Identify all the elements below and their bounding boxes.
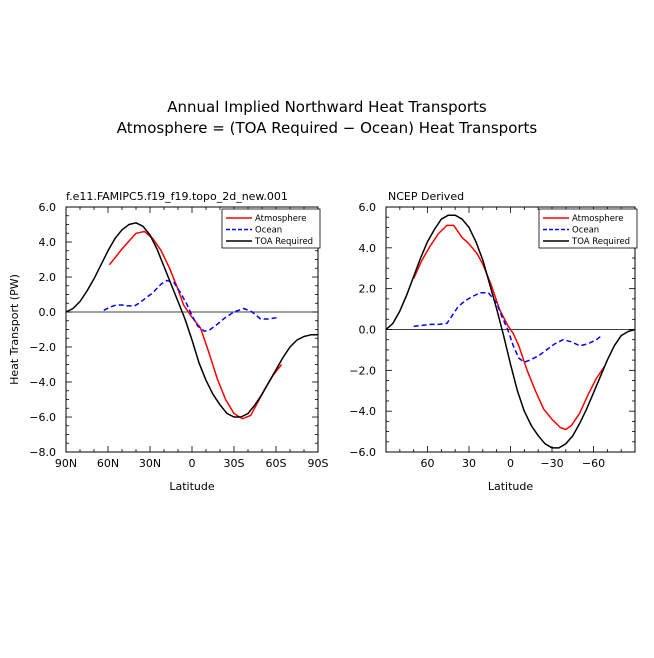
chart-subtitle: NCEP Derived xyxy=(388,190,464,203)
y-tick-label: −4.0 xyxy=(29,376,56,389)
x-tick-label: 60S xyxy=(266,457,287,470)
chart-subtitle: f.e11.FAMIPC5.f19_f19.topo_2d_new.001 xyxy=(66,190,288,203)
legend-label: Atmosphere xyxy=(255,214,306,224)
x-tick-label: −60 xyxy=(582,457,605,470)
legend-label: Ocean xyxy=(572,226,599,236)
x-tick-label: −30 xyxy=(540,457,563,470)
series-line-toa-required xyxy=(385,214,636,449)
legend-label: Ocean xyxy=(255,226,282,236)
right-chart-panel: NCEP Derived 60 30 0 −30 −60 6.0 4.0 2.0 0.0 −2.0 −… xyxy=(349,190,638,493)
left-chart-panel: f.e11.FAMIPC5.f19_f19.topo_2d_new.001 90N… xyxy=(8,190,329,493)
y-tick-label: 6.0 xyxy=(39,201,57,214)
figure-title-line2: Atmosphere = (TOA Required − Ocean) Heat… xyxy=(117,119,538,137)
series-line-toa-required xyxy=(65,222,318,418)
x-tick-label: 0 xyxy=(507,457,514,470)
x-axis-label: Latitude xyxy=(488,480,534,493)
y-tick-label: −4.0 xyxy=(349,405,376,418)
y-tick-label: −2.0 xyxy=(29,341,56,354)
y-tick-label: 6.0 xyxy=(359,201,377,214)
y-axis-label: Heat Transport (PW) xyxy=(8,274,21,385)
y-tick-label: 4.0 xyxy=(39,236,57,249)
legend-label: TOA Required xyxy=(254,237,313,247)
series-line-ocean xyxy=(103,279,279,333)
x-tick-label: 60N xyxy=(97,457,119,470)
y-tick-label: 2.0 xyxy=(39,271,57,284)
legend-label: TOA Required xyxy=(571,237,630,247)
y-tick-label: 2.0 xyxy=(359,283,377,296)
legend-label: Atmosphere xyxy=(572,214,623,224)
series-line-ocean xyxy=(413,292,603,363)
x-tick-label: 60 xyxy=(421,457,435,470)
x-tick-label: 30N xyxy=(139,457,161,470)
figure-title-line1: Annual Implied Northward Heat Transports xyxy=(167,98,487,116)
y-tick-label: −6.0 xyxy=(349,446,376,459)
x-tick-label: 0 xyxy=(189,457,196,470)
y-tick-label: −8.0 xyxy=(29,446,56,459)
x-axis-label: Latitude xyxy=(169,480,215,493)
y-tick-label: −6.0 xyxy=(29,411,56,424)
series-line-atmosphere xyxy=(413,224,606,431)
x-tick-label: 30 xyxy=(462,457,476,470)
series-line-atmosphere xyxy=(108,230,283,420)
y-tick-label: 0.0 xyxy=(359,324,377,337)
y-tick-label: 0.0 xyxy=(39,306,57,319)
x-tick-label: 90N xyxy=(55,457,77,470)
y-tick-label: −2.0 xyxy=(349,364,376,377)
x-tick-label: 30S xyxy=(224,457,245,470)
y-tick-label: 4.0 xyxy=(359,242,377,255)
x-tick-label: 90S xyxy=(308,457,329,470)
